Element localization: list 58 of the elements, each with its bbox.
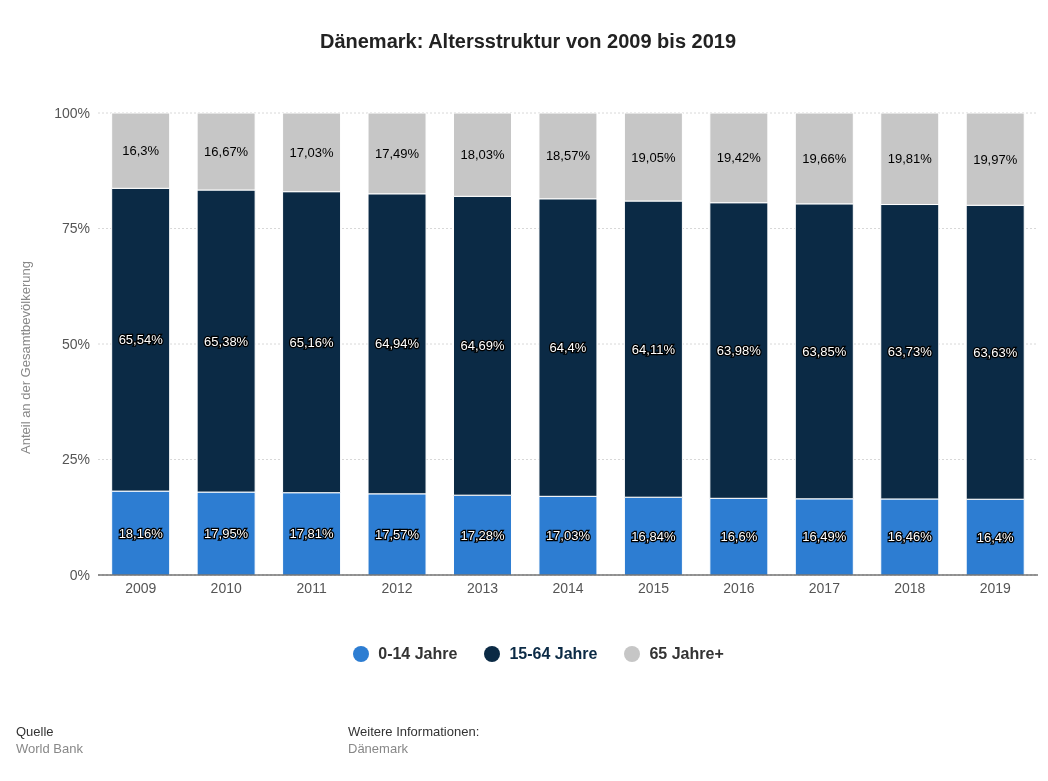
data-label: 65,16%: [289, 334, 335, 350]
x-tick-label: 2011: [296, 579, 327, 596]
x-tick-label: 2010: [210, 579, 242, 596]
data-label: 16,3%: [122, 143, 160, 159]
legend-label: 0-14 Jahre: [378, 645, 458, 663]
data-label: 65,54%: [118, 332, 164, 348]
data-label: 17,95%: [204, 526, 249, 542]
data-label: 16,4%: [976, 529, 1015, 545]
data-label: 16,6%: [720, 529, 758, 545]
x-tick-label: 2013: [466, 579, 499, 596]
data-label: 64,94%: [374, 336, 420, 352]
data-label: 17,03%: [545, 528, 591, 544]
x-tick-label: 2009: [125, 579, 157, 596]
data-label: 16,49%: [802, 529, 847, 545]
data-label: 17,28%: [460, 527, 505, 543]
x-tick-label: 2012: [381, 579, 413, 596]
data-label: 19,66%: [802, 150, 847, 166]
data-label: 63,73%: [887, 344, 933, 360]
data-label: 17,57%: [374, 526, 420, 542]
data-label: 19,81%: [887, 151, 933, 167]
data-label: 19,97%: [973, 151, 1018, 167]
data-label: 16,67%: [204, 144, 249, 160]
x-tick-label: 2015: [637, 579, 670, 596]
y-tick-label: 0%: [69, 566, 90, 583]
text: Dänemark: [348, 740, 409, 757]
x-tick-label: 2016: [723, 579, 755, 596]
text: Quelle: [16, 723, 55, 740]
data-label: 16,84%: [631, 528, 676, 544]
data-label: 17,03%: [289, 144, 335, 160]
data-label: 18,57%: [545, 148, 591, 164]
data-label: 63,85%: [802, 343, 847, 359]
data-label: 19,05%: [631, 149, 676, 165]
data-label: 17,49%: [374, 145, 420, 161]
data-label: 64,11%: [631, 341, 676, 357]
data-label: 65,38%: [204, 333, 249, 349]
x-tick-label: 2017: [808, 579, 841, 596]
x-tick-label: 2019: [979, 579, 1012, 596]
data-label: 64,4%: [549, 340, 587, 356]
data-label: 63,63%: [973, 344, 1018, 360]
data-label: 18,03%: [460, 147, 505, 163]
data-label: 63,98%: [716, 343, 762, 359]
y-tick-label: 50%: [61, 335, 90, 352]
chart-title: Dänemark: Altersstruktur von 2009 bis 2019: [318, 29, 738, 53]
x-tick-label: 2018: [894, 579, 926, 596]
y-tick-label: 75%: [61, 220, 90, 237]
text: Weitere Informationen:: [348, 723, 480, 740]
y-tick-label: 100%: [54, 104, 90, 121]
legend-label: 65 Jahre+: [649, 645, 724, 663]
data-label: 17,81%: [289, 526, 335, 542]
y-axis-title: Anteil an der Gesamtbevölkerung: [17, 261, 33, 454]
text: 15-64 Jahre: [509, 645, 598, 663]
data-label: 64,69%: [460, 338, 505, 354]
data-label: 18,16%: [118, 525, 164, 541]
x-tick-label: 2014: [552, 579, 584, 596]
text: World Bank: [16, 740, 83, 757]
data-label: 16,46%: [887, 529, 933, 545]
data-label: 19,42%: [716, 150, 762, 166]
y-tick-label: 25%: [61, 451, 90, 468]
